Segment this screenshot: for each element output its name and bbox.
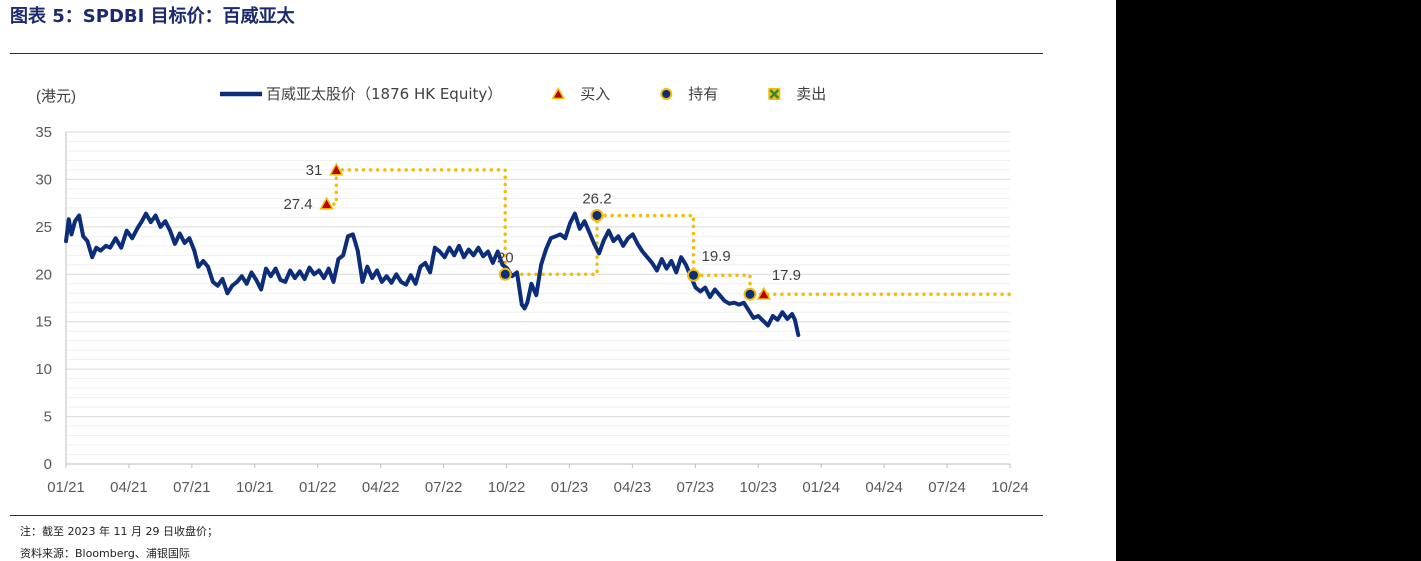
target-price-label: 17.9 — [772, 267, 801, 284]
x-axis: 01/21 04/21 07/21 10/21 01/22 04/22 07/22 10/22… — [47, 463, 1029, 496]
hold-marker — [498, 267, 512, 281]
hold-marker — [743, 287, 757, 301]
y-tick-label: 5 — [44, 409, 52, 426]
target-price-chart: 0 5 10 15 20 25 30 35 01/21 04/21 07/21 10/21 01/22… — [35, 85, 1029, 496]
y-tick-label: 15 — [35, 314, 52, 331]
y-tick-label: 10 — [35, 361, 52, 378]
legend-item-line: 百威亚太股价（1876 HK Equity） — [220, 85, 502, 103]
price-line — [64, 211, 801, 337]
x-tick-label: 01/22 — [299, 479, 337, 496]
hold-marker — [590, 208, 604, 222]
target-price-label: 27.4 — [283, 196, 312, 213]
x-tick-label: 01/21 — [47, 479, 85, 496]
x-tick-label: 04/22 — [362, 479, 400, 496]
x-tick-label: 07/24 — [928, 479, 966, 496]
target-price-label: 19.9 — [701, 248, 730, 265]
legend-hold-icon — [660, 88, 673, 100]
y-tick-label: 25 — [35, 219, 52, 236]
legend-item-sell: 卖出 — [768, 85, 826, 103]
x-tick-label: 07/21 — [173, 479, 211, 496]
x-tick-label: 07/23 — [677, 479, 715, 496]
page-title: 图表 5：SPDBI 目标价：百威亚太 — [10, 6, 295, 27]
legend-label: 卖出 — [796, 85, 826, 103]
legend-item-hold: 持有 — [660, 85, 718, 103]
header-rule — [10, 53, 1043, 54]
price-series — [64, 211, 801, 337]
y-tick-label: 30 — [35, 171, 52, 188]
rating-markers: 27.4 31 20 26.2 19.9 17.9 — [283, 162, 801, 301]
footnote-source: 资料来源：Bloomberg、浦银国际 — [20, 547, 190, 560]
footnote-date: 注：截至 2023 年 11 月 29 日收盘价； — [20, 525, 218, 538]
y-tick-label: 20 — [35, 266, 52, 283]
legend-sell-icon-cross — [769, 89, 780, 99]
buy-marker — [329, 162, 344, 176]
x-tick-label: 10/21 — [236, 479, 274, 496]
x-tick-label: 10/23 — [739, 479, 777, 496]
legend-label: 百威亚太股价（1876 HK Equity） — [266, 85, 502, 103]
target-price-label: 26.2 — [582, 190, 611, 207]
y-axis-unit-label: (港元) — [36, 88, 76, 105]
target-price-label: 20 — [497, 249, 514, 266]
chart-legend: 百威亚太股价（1876 HK Equity） 买入 持有 卖出 — [220, 85, 826, 103]
x-tick-label: 10/22 — [488, 479, 526, 496]
y-tick-label: 35 — [35, 124, 52, 141]
x-tick-label: 01/24 — [802, 479, 840, 496]
x-tick-label: 01/23 — [551, 479, 589, 496]
x-tick-label: 04/24 — [865, 479, 903, 496]
buy-marker — [319, 196, 334, 210]
x-tick-label: 10/24 — [991, 479, 1029, 496]
buy-marker — [756, 286, 772, 300]
x-tick-label: 04/23 — [614, 479, 652, 496]
legend-buy-icon — [551, 86, 566, 100]
y-tick-label: 0 — [44, 456, 52, 473]
gridlines — [66, 131, 1010, 465]
x-tick-label: 07/22 — [425, 479, 463, 496]
legend-item-buy: 买入 — [551, 85, 610, 103]
target-price-label: 31 — [306, 162, 323, 179]
legend-label: 买入 — [580, 85, 610, 103]
y-axis: 0 5 10 15 20 25 30 35 — [35, 124, 67, 473]
hold-marker — [686, 268, 700, 282]
black-margin-panel — [1116, 0, 1421, 561]
x-tick-label: 04/21 — [110, 479, 148, 496]
legend-label: 持有 — [688, 85, 718, 103]
footer-rule — [10, 515, 1043, 516]
